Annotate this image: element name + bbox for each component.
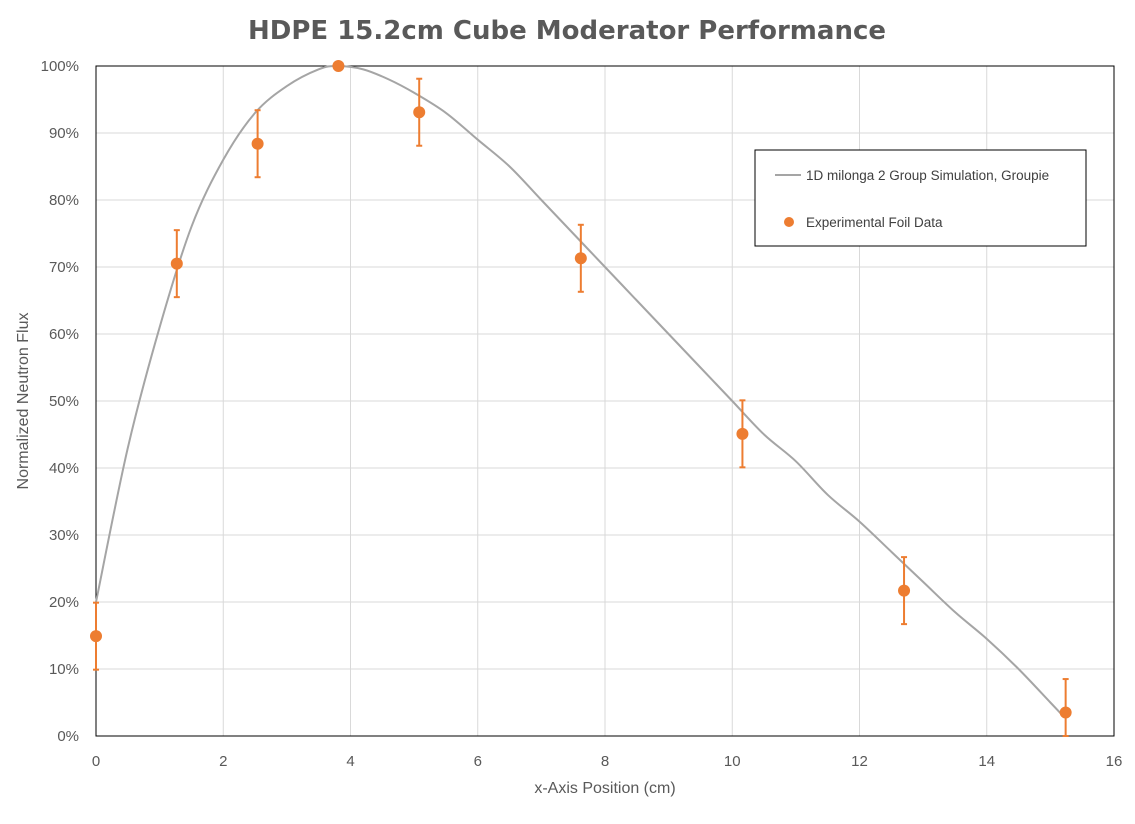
x-tick-label: 16 [1106,753,1123,770]
legend-box [754,149,1087,247]
y-tick-label: 90% [49,125,79,142]
x-tick-label: 2 [219,753,227,770]
plot-area [95,65,1115,737]
y-tick-label: 10% [49,661,79,678]
y-tick-label: 100% [41,58,79,75]
simulation-series-line [95,64,1064,717]
x-tick-label: 0 [92,753,100,770]
legend-marker-swatch [784,217,794,227]
tick-layer: 0 2 4 6 8 10 12 14 16 0% 10% 20% 30% 40% 50% 60% 70% 80% 9… [41,58,1123,770]
y-tick-label: 80% [49,192,79,209]
series-layer [90,60,1072,737]
y-axis-title: Normalized Neutron Flux [15,313,32,490]
experimental-data-point [332,60,345,72]
x-tick-label: 10 [724,753,741,770]
experimental-data-point [574,252,587,265]
experimental-data-point [170,257,183,270]
experimental-data-point [413,106,426,119]
legend: 1D milonga 2 Group Simulation, Groupie E… [754,149,1087,247]
legend-label-simulation: 1D milonga 2 Group Simulation, Groupie [806,168,1049,183]
x-tick-label: 14 [978,753,995,770]
y-tick-label: 60% [49,326,79,343]
experimental-data-point [90,630,102,643]
x-tick-label: 4 [346,753,354,770]
experimental-data-point [251,137,264,150]
legend-label-experimental: Experimental Foil Data [806,215,943,230]
experimental-data-point [736,427,749,440]
y-tick-label: 20% [49,594,79,611]
experimental-data-point [898,584,911,597]
x-axis-title: x-Axis Position (cm) [534,780,675,797]
x-tick-label: 12 [851,753,868,770]
y-tick-label: 30% [49,527,79,544]
x-tick-label: 8 [601,753,609,770]
chart-title: HDPE 15.2cm Cube Moderator Performance [248,16,886,46]
y-tick-label: 70% [49,259,79,276]
y-tick-label: 50% [49,393,79,410]
experimental-data-point [1059,706,1072,719]
y-tick-label: 40% [49,460,79,477]
x-tick-label: 6 [474,753,482,770]
y-tick-label: 0% [57,728,79,745]
